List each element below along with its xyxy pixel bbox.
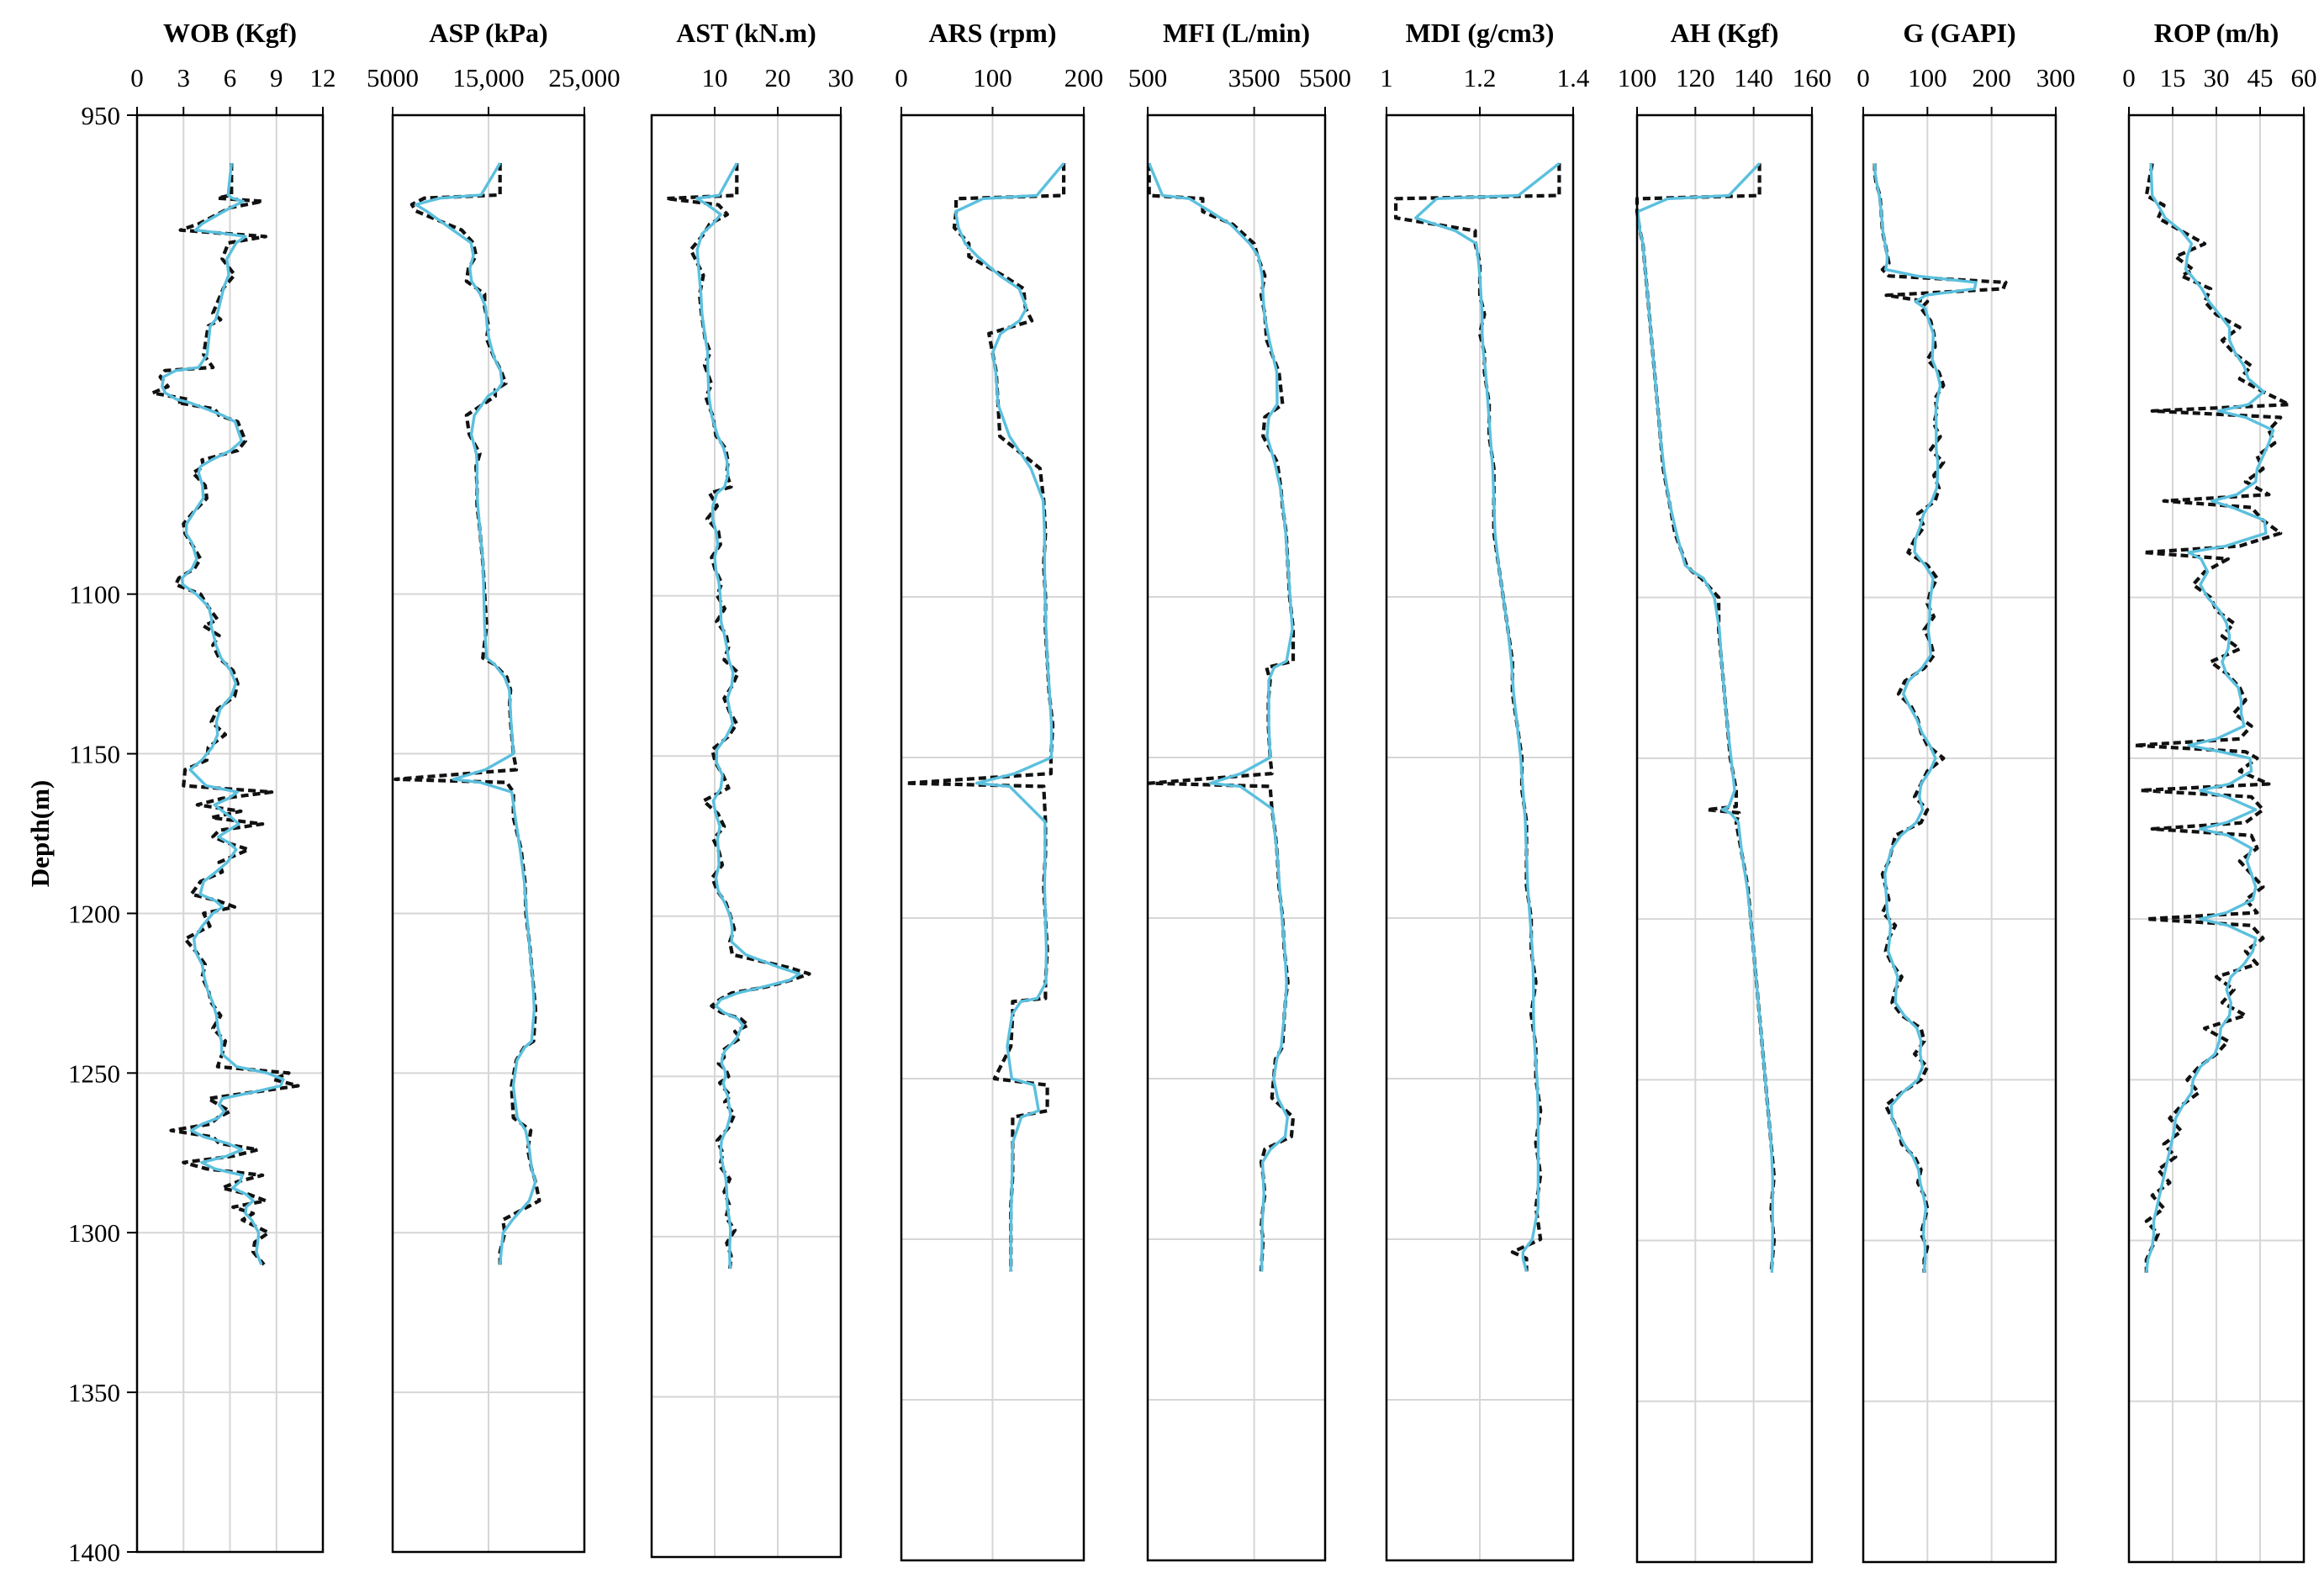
track-title: ARS (rpm) (929, 18, 1057, 48)
value-tick-label: 0 (130, 63, 144, 92)
value-tick-label: 100 (1618, 63, 1657, 92)
track-title: MFI (L/min) (1163, 18, 1310, 48)
depth-tick-label: 950 (82, 101, 121, 130)
value-tick-label: 140 (1734, 63, 1773, 92)
value-tick-label: 0 (1857, 63, 1870, 92)
value-tick-label: 160 (1793, 63, 1832, 92)
predicted-curve (695, 162, 801, 1269)
value-tick-label: 500 (1128, 63, 1168, 92)
depth-tick-label: 1100 (69, 580, 120, 610)
track-wob: WOB (Kgf) 0 3 6 9 12 (130, 18, 336, 1554)
value-tick-label: 200 (1064, 63, 1104, 92)
value-tick-label: 9 (270, 63, 283, 92)
track-mdi: MDI (g/cm3) 1 1.2 1.4 (1380, 18, 1590, 1562)
track-frame (1635, 113, 1814, 1564)
measured-curve (393, 163, 541, 1265)
value-tick-label: 120 (1676, 63, 1715, 92)
predicted-curve (1148, 162, 1294, 1272)
value-tick-label: 100 (1908, 63, 1947, 92)
measured-curve (2132, 163, 2291, 1273)
value-tick-label: 1.2 (1464, 63, 1497, 92)
predicted-curve (1413, 161, 1561, 1272)
value-tick-label: 100 (973, 63, 1012, 92)
track-ast: AST (kN.m) 10 20 30 (650, 18, 854, 1559)
depth-tick-label: 1250 (68, 1058, 120, 1088)
measured-curve (664, 163, 811, 1269)
track-frame (135, 113, 325, 1554)
track-frame (2127, 113, 2306, 1564)
value-tick-label: 5000 (367, 63, 419, 92)
predicted-curve (953, 162, 1065, 1272)
value-tick-label: 60 (2291, 63, 2317, 92)
predicted-curve (2145, 163, 2275, 1273)
value-tick-label: 5500 (1299, 63, 1351, 92)
predicted-curve (1636, 162, 1774, 1273)
value-tick-label: 0 (895, 63, 908, 92)
depth-axis-title: Depth(m) (25, 780, 55, 887)
predicted-curve (414, 162, 537, 1265)
value-tick-label: 45 (2247, 63, 2274, 92)
value-tick-label: 3500 (1228, 63, 1281, 92)
depth-tick-label: 1300 (68, 1218, 120, 1248)
track-title: AST (kN.m) (676, 18, 816, 48)
track-asp: ASP (kPa) 5000 15,000 25,000 (367, 18, 621, 1554)
track-title: G (GAPI) (1903, 18, 2015, 48)
track-mfi: MFI (L/min) 500 3500 5500 (1128, 18, 1351, 1562)
value-tick-label: 30 (2204, 63, 2230, 92)
predicted-curve (1873, 163, 1978, 1273)
track-title: ROP (m/h) (2154, 18, 2279, 48)
value-tick-label: 6 (224, 63, 237, 92)
value-tick-label: 15 (2160, 63, 2186, 92)
track-ars: ARS (rpm) 0 100 200 (895, 18, 1104, 1562)
track-frame (391, 113, 586, 1554)
track-frame (900, 113, 1085, 1562)
depth-tick-label: 1350 (68, 1378, 120, 1407)
track-ah: AH (Kgf) 100 120 140 160 (1618, 18, 1832, 1564)
value-tick-label: 300 (2036, 63, 2076, 92)
value-tick-label: 12 (310, 63, 336, 92)
measured-curve (1872, 163, 2008, 1273)
value-tick-label: 10 (702, 63, 728, 92)
measured-curve (151, 163, 300, 1266)
depth-tick-label: 1400 (68, 1538, 120, 1567)
value-tick-label: 25,000 (548, 63, 620, 92)
value-tick-label: 1.4 (1557, 63, 1590, 92)
predicted-curve (161, 162, 285, 1265)
measured-curve (1393, 163, 1561, 1272)
value-tick-label: 20 (765, 63, 791, 92)
value-tick-label: 15,000 (452, 63, 524, 92)
value-tick-label: 0 (2122, 63, 2136, 92)
track-rop: ROP (m/h) 0 15 30 45 60 (2122, 18, 2317, 1564)
track-g: G (GAPI) 0 100 200 300 (1857, 18, 2076, 1564)
track-frame (1385, 113, 1575, 1562)
track-title: WOB (Kgf) (163, 18, 297, 48)
value-tick-label: 1 (1380, 63, 1393, 92)
track-frame (650, 113, 842, 1559)
value-tick-label: 30 (828, 63, 854, 92)
measured-curve (904, 163, 1066, 1272)
depth-axis: 950 1100 1150 1200 1250 1300 1350 1400 Depth(m) (25, 101, 137, 1567)
track-title: ASP (kPa) (429, 18, 547, 48)
depth-tick-label: 1150 (69, 740, 120, 769)
measured-curve (1147, 163, 1296, 1272)
depth-tick-label: 1200 (68, 899, 120, 928)
track-frame (1862, 113, 2057, 1564)
value-tick-label: 3 (177, 63, 191, 92)
track-title: AH (Kgf) (1671, 18, 1779, 48)
track-frame (1146, 113, 1327, 1562)
track-title: MDI (g/cm3) (1406, 18, 1555, 48)
value-tick-label: 200 (1972, 63, 2011, 92)
